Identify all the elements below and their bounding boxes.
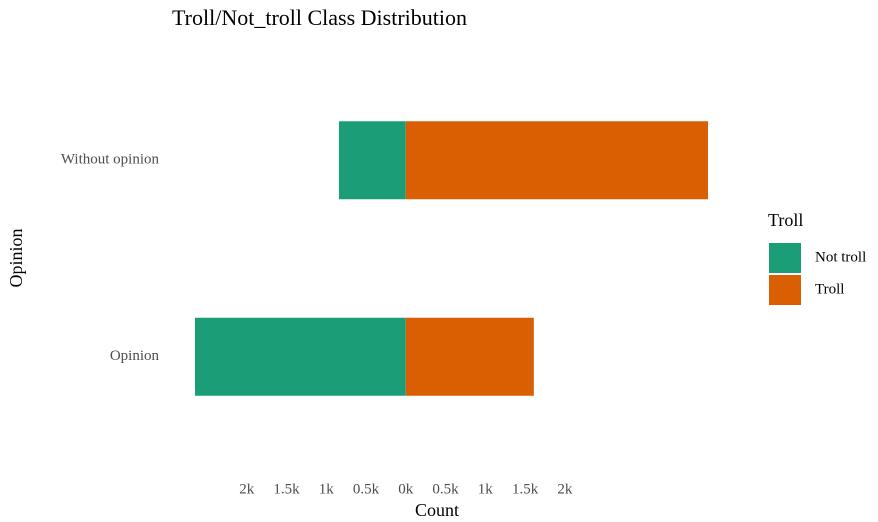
x-tick-label: 2k — [239, 481, 255, 497]
x-axis-label: Count — [415, 500, 459, 520]
x-tick-label: 1k — [319, 481, 335, 497]
legend-label: Not troll — [815, 249, 866, 265]
x-tick-label: 2k — [557, 481, 573, 497]
y-tick-label: Without opinion — [61, 152, 160, 168]
legend-swatch — [769, 243, 801, 273]
x-tick-label: 1k — [478, 481, 494, 497]
bar — [195, 317, 406, 396]
bar — [405, 317, 534, 396]
chart-title: Troll/Not_troll Class Distribution — [172, 5, 467, 30]
x-tick-label: 1.5k — [512, 481, 539, 497]
legend-label: Troll — [815, 281, 844, 297]
x-tick-label: 0.5k — [432, 481, 459, 497]
bar — [338, 121, 406, 200]
x-tick-label: 0k — [398, 481, 414, 497]
x-tick-label: 0.5k — [353, 481, 380, 497]
legend-swatch — [769, 275, 801, 305]
bar — [405, 121, 708, 200]
legend-title: Troll — [768, 210, 803, 230]
x-tick-label: 1.5k — [273, 481, 300, 497]
y-axis-label: Opinion — [6, 228, 26, 287]
y-tick-label: Opinion — [110, 348, 160, 364]
